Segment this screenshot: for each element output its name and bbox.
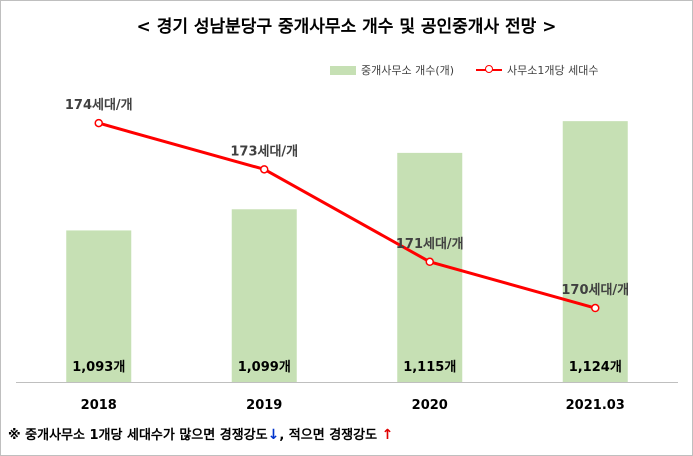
bar-2018 xyxy=(66,230,132,382)
footnote-mid: , 적으면 경쟁강도 xyxy=(279,428,382,443)
bar-2021.03 xyxy=(562,121,628,383)
line-point-2021.03 xyxy=(591,303,600,313)
line-label-2020: 171세대/개 xyxy=(396,237,464,252)
x-tick-2019: 2019 xyxy=(246,398,282,413)
x-tick-2021.03: 2021.03 xyxy=(566,398,625,413)
legend: 중개사무소 개수(개) 사무소1개당 세대수 xyxy=(330,62,599,78)
footnote: ※ 중개사무소 1개당 세대수가 많으면 경쟁강도↓, 적으면 경쟁강도 ↑ xyxy=(8,424,393,443)
legend-line-swatch xyxy=(476,65,503,73)
bar-label-2019: 1,099개 xyxy=(238,360,291,375)
line-series xyxy=(98,121,596,310)
line-point-2018 xyxy=(94,118,103,128)
legend-bar-label: 중개사무소 개수(개) xyxy=(361,64,455,77)
bar-label-2018: 1,093개 xyxy=(72,360,125,375)
x-tick-2018: 2018 xyxy=(81,398,117,413)
bar-2019 xyxy=(231,209,297,382)
chart-title: < 경기 성남분당구 중개사무소 개수 및 공인중개사 전망 > xyxy=(136,17,557,37)
bar-label-2021.03: 1,124개 xyxy=(569,360,622,375)
line-label-2019: 173세대/개 xyxy=(230,144,298,159)
line-point-2020 xyxy=(425,257,434,267)
line-point-2019 xyxy=(260,165,269,174)
bar-label-2020: 1,115개 xyxy=(403,360,456,375)
line-label-2018: 174세대/개 xyxy=(65,98,133,113)
footnote-lead: ※ 중개사무소 1개당 세대수가 많으면 경쟁강도 xyxy=(8,428,268,443)
legend-line-label: 사무소1개당 세대수 xyxy=(507,64,599,77)
arrow-down-icon: ↓ xyxy=(267,427,280,443)
x-tick-2020: 2020 xyxy=(412,398,448,413)
line-label-2021.03: 170세대/개 xyxy=(561,283,629,298)
legend-bar-swatch xyxy=(330,65,356,75)
arrow-up-icon: ↑ xyxy=(381,427,394,443)
